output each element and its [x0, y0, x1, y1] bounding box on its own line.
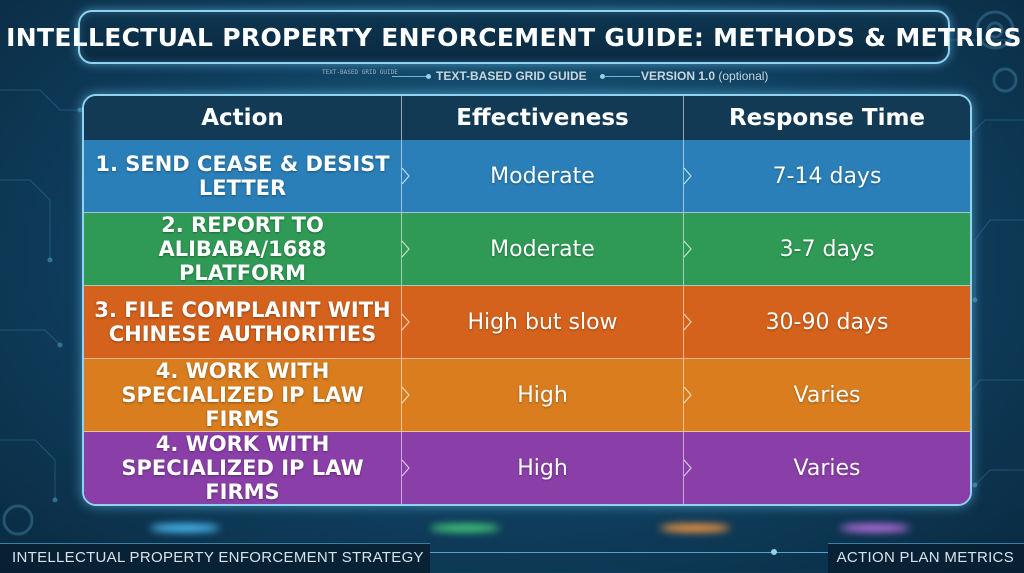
response-time-cell: Varies: [683, 359, 970, 431]
effectiveness-value: High: [517, 382, 568, 408]
footer-right-bar: ACTION PLAN METRICS: [828, 543, 1024, 573]
chevron-right-icon: [401, 313, 410, 331]
chevron-right-icon: [683, 313, 692, 331]
page-title: INTELLECTUAL PROPERTY ENFORCEMENT GUIDE:…: [6, 22, 1022, 52]
chevron-right-icon: [683, 167, 692, 185]
divider-line-right: [604, 76, 640, 77]
chevron-right-icon: [401, 386, 410, 404]
footer-divider-line: [430, 552, 828, 553]
table-row: 3. FILE COMPLAINT WITH CHINESE AUTHORITI…: [84, 286, 970, 359]
divider-dot-right: [600, 74, 605, 79]
guide-label: TEXT-BASED GRID GUIDE: [436, 69, 587, 83]
response-time-value: 3-7 days: [779, 236, 875, 262]
effectiveness-value: Moderate: [490, 236, 595, 262]
divider-line-left: [392, 76, 428, 77]
header-effectiveness: Effectiveness: [402, 96, 684, 140]
footer-divider-dot: [771, 549, 777, 555]
action-cell: 4. WORK WITH SPECIALIZED IP LAW FIRMS: [84, 432, 402, 504]
response-time-value: 30-90 days: [765, 309, 889, 335]
glow-accent: [430, 524, 500, 532]
page-title-box: INTELLECTUAL PROPERTY ENFORCEMENT GUIDE:…: [6, 10, 1022, 64]
table-row: 4. WORK WITH SPECIALIZED IP LAW FIRMS Hi…: [84, 359, 970, 432]
glow-accent: [150, 524, 220, 532]
header-response-time: Response Time: [728, 105, 926, 131]
footer-right-text: ACTION PLAN METRICS: [836, 549, 1014, 566]
version-note: (optional): [718, 69, 769, 83]
effectiveness-cell: High: [401, 432, 684, 504]
action-cell: 2. REPORT TO ALIBABA/1688 PLATFORM: [84, 213, 402, 285]
enforcement-table: Action Effectiveness Response Time 1. SE…: [82, 94, 972, 506]
table-header-row: Action Effectiveness Response Time: [84, 96, 970, 141]
response-time-value: 7-14 days: [772, 163, 882, 189]
effectiveness-cell: High but slow: [401, 286, 684, 358]
version-text: VERSION 1.0 (optional): [641, 69, 768, 83]
glow-accent: [840, 524, 910, 532]
action-cell: 3. FILE COMPLAINT WITH CHINESE AUTHORITI…: [84, 286, 402, 358]
effectiveness-value: High but slow: [467, 309, 618, 335]
divider-dot-left: [426, 74, 431, 79]
footer-left-bar: INTELLECTUAL PROPERTY ENFORCEMENT STRATE…: [0, 543, 430, 573]
table-row: 1. SEND CEASE & DESIST LETTER Moderate 7…: [84, 140, 970, 213]
footer-left-text: INTELLECTUAL PROPERTY ENFORCEMENT STRATE…: [12, 549, 424, 566]
response-time-value: Varies: [793, 382, 861, 408]
version-label: VERSION 1.0: [641, 69, 716, 83]
header-action: Action: [84, 96, 402, 140]
response-time-cell: 7-14 days: [683, 140, 970, 212]
action-cell: 1. SEND CEASE & DESIST LETTER: [84, 140, 402, 212]
chevron-right-icon: [683, 386, 692, 404]
chevron-right-icon: [683, 240, 692, 258]
effectiveness-cell: High: [401, 359, 684, 431]
effectiveness-cell: Moderate: [401, 213, 684, 285]
tiny-caption: TEXT-BASED GRID GUIDE: [322, 69, 398, 76]
subtitle-bar: TEXT-BASED GRID GUIDE TEXT-BASED GRID GU…: [0, 68, 1024, 86]
response-time-cell: 3-7 days: [683, 213, 970, 285]
action-cell: 4. WORK WITH SPECIALIZED IP LAW FIRMS: [84, 359, 402, 431]
effectiveness-value: Moderate: [490, 163, 595, 189]
chevron-right-icon: [401, 459, 410, 477]
chevron-right-icon: [401, 240, 410, 258]
table-row: 2. REPORT TO ALIBABA/1688 PLATFORM Moder…: [84, 213, 970, 286]
chevron-right-icon: [683, 459, 692, 477]
response-time-value: Varies: [793, 455, 861, 481]
glow-accent: [660, 524, 730, 532]
table-row: 4. WORK WITH SPECIALIZED IP LAW FIRMS Hi…: [84, 432, 970, 504]
chevron-right-icon: [401, 167, 410, 185]
effectiveness-cell: Moderate: [401, 140, 684, 212]
effectiveness-value: High: [517, 455, 568, 481]
response-time-cell: 30-90 days: [683, 286, 970, 358]
response-time-cell: Varies: [683, 432, 970, 504]
